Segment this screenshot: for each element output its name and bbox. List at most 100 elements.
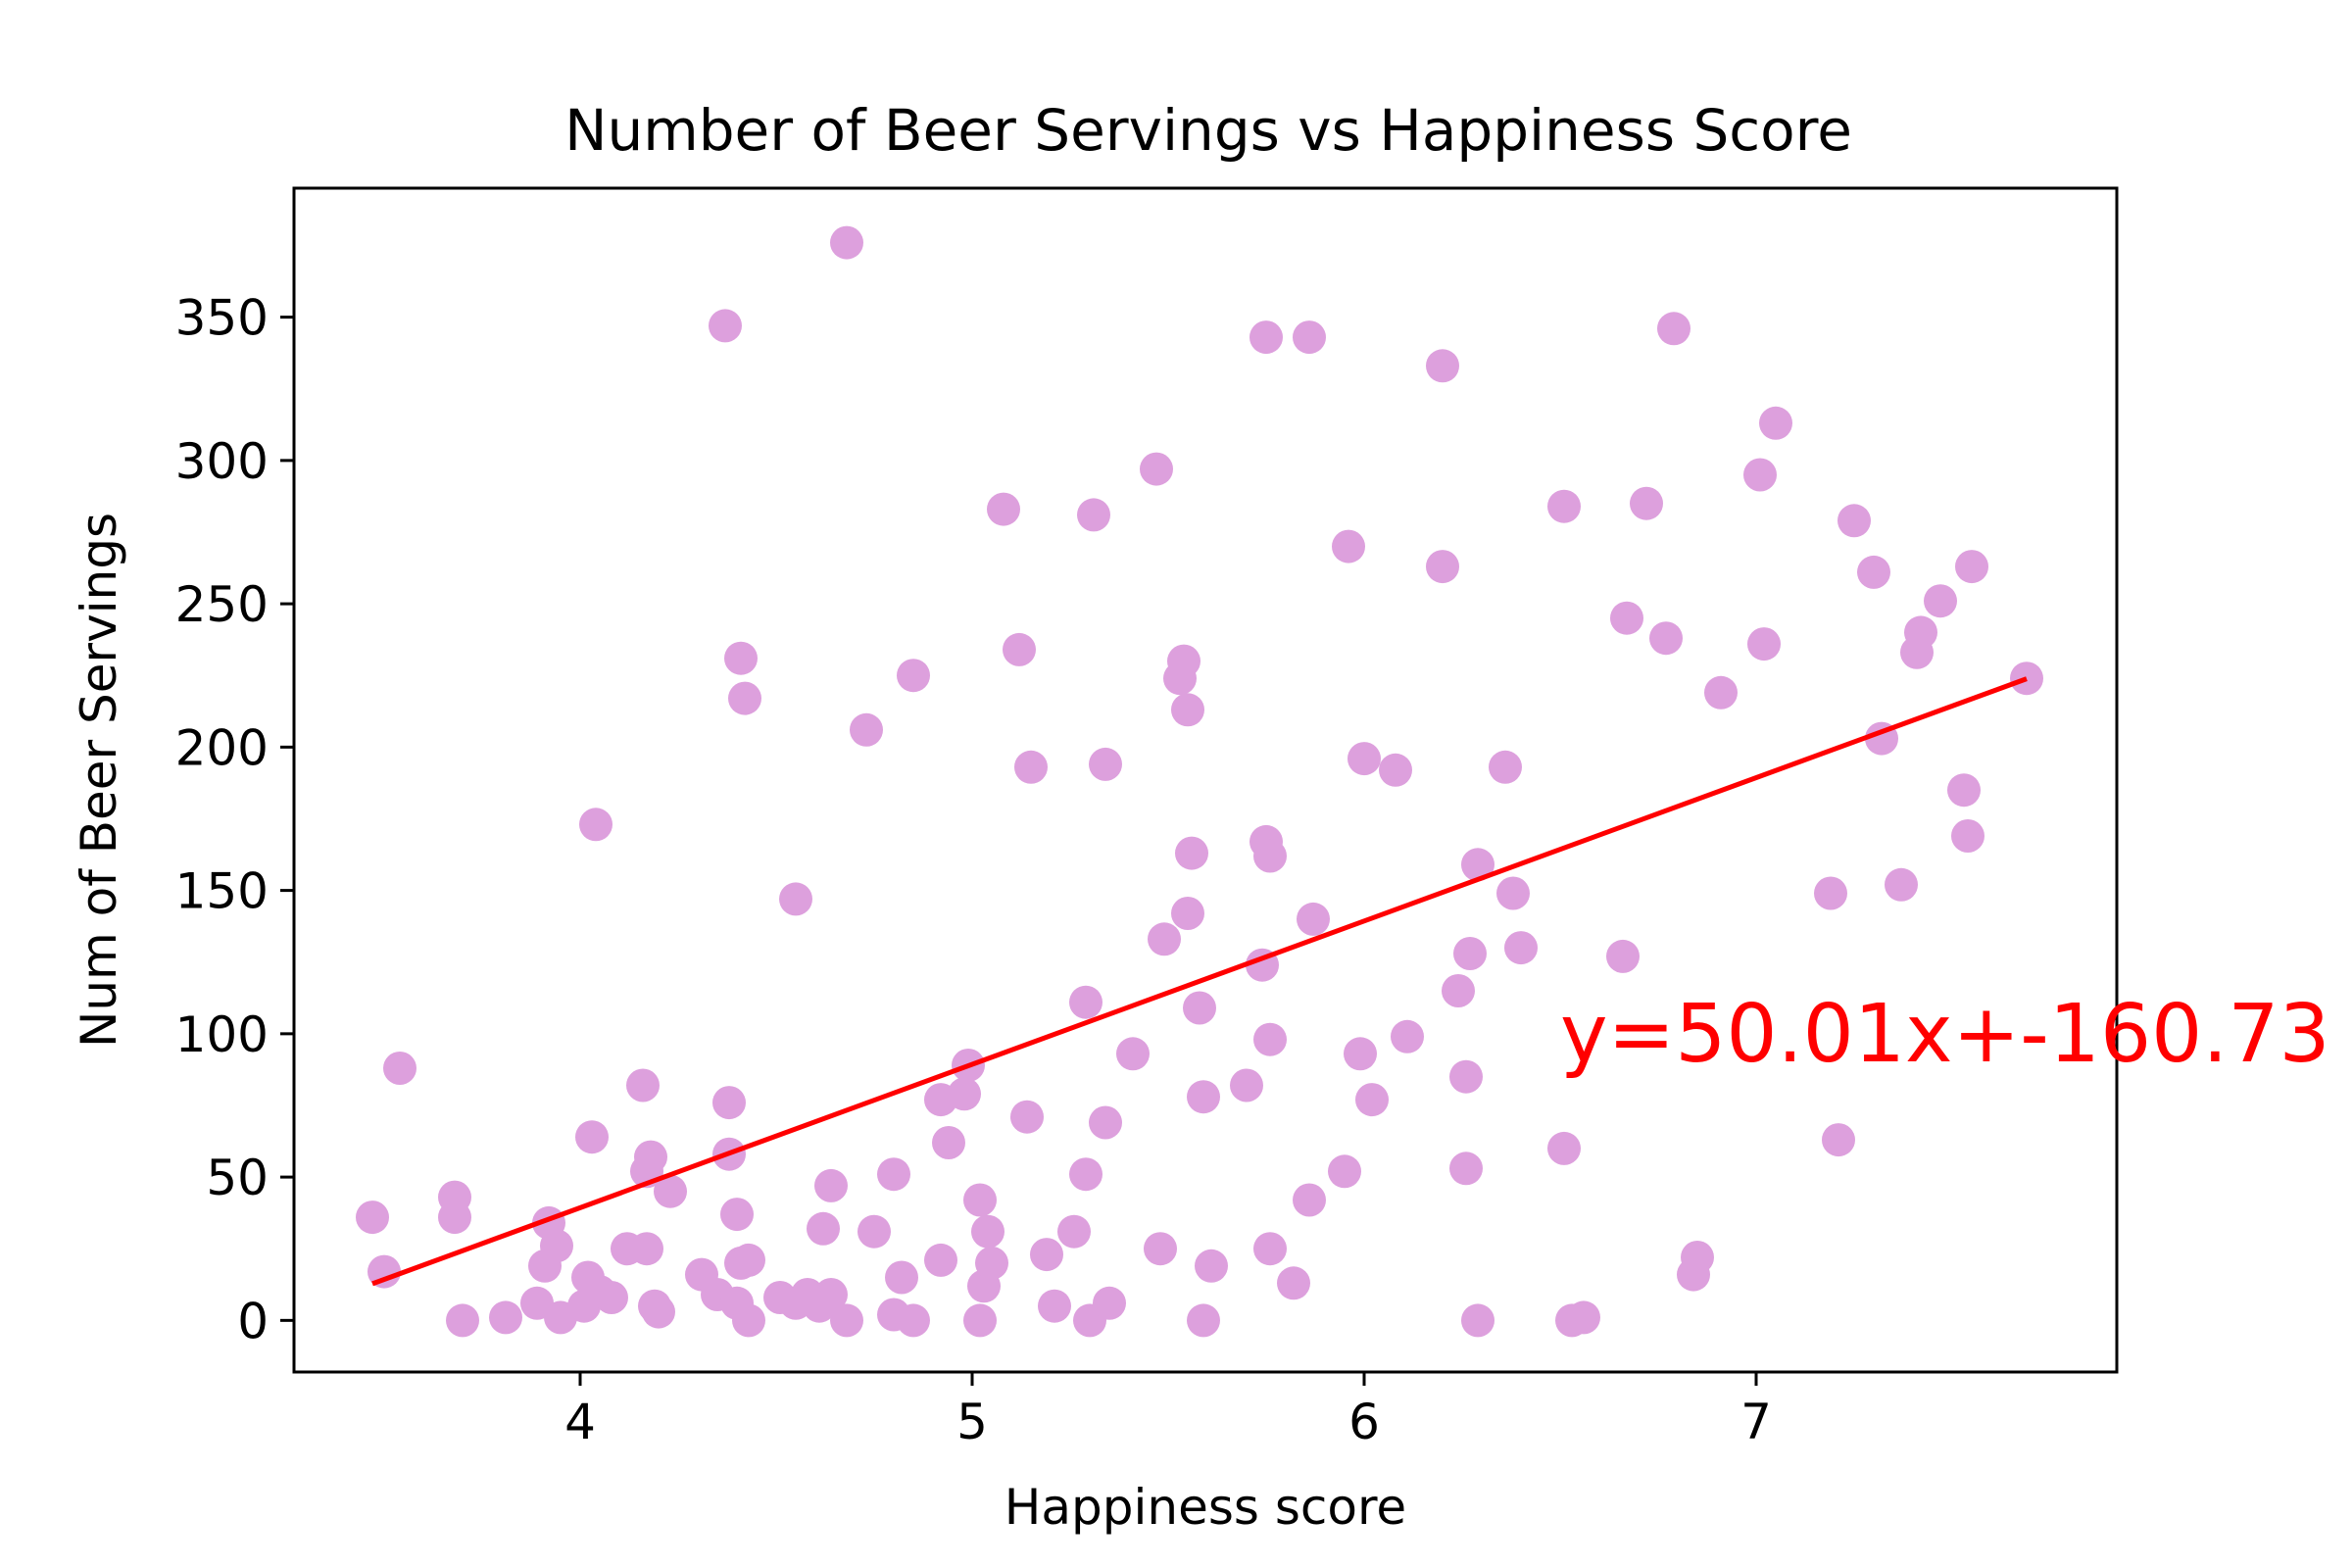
scatter-point xyxy=(1630,486,1663,520)
scatter-point xyxy=(1187,1080,1220,1114)
scatter-point xyxy=(1175,836,1208,870)
scatter-point xyxy=(963,1183,997,1217)
y-tick-label: 250 xyxy=(175,576,269,633)
scatter-point xyxy=(1038,1289,1071,1323)
x-tick-label: 5 xyxy=(956,1394,988,1450)
scatter-point xyxy=(1116,1037,1150,1071)
scatter-point xyxy=(1449,1152,1483,1186)
scatter-point xyxy=(885,1260,918,1295)
scatter-point xyxy=(1657,312,1690,346)
scatter-point xyxy=(948,1077,981,1111)
scatter-point xyxy=(1253,839,1287,873)
scatter-point xyxy=(712,1086,746,1120)
scatter-point xyxy=(1003,632,1036,666)
scatter-point xyxy=(1955,550,1988,584)
scatter-point xyxy=(1924,584,1957,618)
scatter-point xyxy=(1704,675,1738,710)
y-tick-label: 100 xyxy=(175,1006,269,1063)
scatter-point xyxy=(1250,320,1283,355)
scatter-point xyxy=(1547,489,1581,523)
regression-line xyxy=(371,676,2028,1287)
scatter-point xyxy=(1297,902,1330,936)
scatter-point xyxy=(1253,1022,1287,1056)
x-tick-label: 7 xyxy=(1740,1394,1772,1450)
scatter-point xyxy=(1453,937,1487,970)
scatter-point xyxy=(438,1200,471,1235)
scatter-point xyxy=(732,1243,765,1277)
scatter-point xyxy=(987,492,1020,526)
scatter-point xyxy=(1567,1300,1600,1335)
scatter-point xyxy=(1857,555,1890,589)
scatter-point xyxy=(897,1303,930,1338)
scatter-point xyxy=(383,1052,416,1085)
scatter-point xyxy=(1187,1303,1220,1338)
chart-title: Number of Beer Servings vs Happiness Sco… xyxy=(564,97,1852,164)
scatter-point xyxy=(1426,349,1459,383)
scatter-point xyxy=(709,309,742,343)
scatter-point xyxy=(1344,1037,1377,1071)
y-axis-ticks: 0 50 100 150 200 250 300 350 xyxy=(175,290,294,1349)
scatter-point xyxy=(1379,753,1412,787)
scatter-point xyxy=(1814,876,1847,910)
scatter-point xyxy=(1391,1019,1424,1054)
scatter-point xyxy=(1293,1183,1326,1217)
scatter-point xyxy=(1904,615,1937,650)
scatter-point xyxy=(654,1174,687,1208)
scatter-point xyxy=(924,1243,957,1277)
scatter-point xyxy=(814,1278,848,1311)
scatter-point xyxy=(446,1303,479,1338)
scatter-point xyxy=(1332,529,1365,564)
scatter-point xyxy=(1148,922,1181,956)
scatter-point xyxy=(897,659,930,693)
scatter-point xyxy=(1822,1123,1855,1157)
scatter-point xyxy=(1144,1232,1177,1266)
scatter-point xyxy=(858,1214,891,1249)
scatter-point xyxy=(642,1295,675,1329)
scatter-point xyxy=(720,1198,754,1232)
scatter-point xyxy=(1077,498,1110,532)
scatter-point xyxy=(1951,819,1984,853)
scatter-point xyxy=(1610,601,1643,635)
scatter-point xyxy=(634,1140,667,1174)
scatter-point xyxy=(1838,504,1871,538)
scatter-point xyxy=(1348,742,1381,776)
regression-line-group xyxy=(371,676,2028,1287)
scatter-point xyxy=(1328,1154,1361,1189)
scatter-point xyxy=(807,1211,840,1246)
y-axis-label: Num of Beer Servings xyxy=(71,513,127,1048)
x-axis-ticks: 4 5 6 7 xyxy=(564,1372,1772,1450)
scatter-point xyxy=(877,1157,910,1192)
scatter-point xyxy=(1885,867,1918,902)
scatter-point xyxy=(830,1303,863,1338)
scatter-point xyxy=(575,1120,609,1154)
scatter-point xyxy=(1461,848,1494,882)
scatter-point xyxy=(356,1200,389,1235)
scatter-point xyxy=(1167,644,1200,678)
y-tick-label: 150 xyxy=(175,863,269,920)
plot-frame xyxy=(292,186,2119,1374)
scatter-point xyxy=(1171,897,1204,930)
scatter-point xyxy=(595,1281,628,1314)
scatter-point xyxy=(1449,1059,1483,1094)
scatter-point xyxy=(1489,750,1522,784)
scatter-point xyxy=(579,808,612,842)
scatter-point xyxy=(1093,1286,1126,1320)
scatter-point xyxy=(1277,1266,1310,1300)
scatter-point xyxy=(1089,747,1122,781)
x-tick-label: 4 xyxy=(564,1394,596,1450)
scatter-point xyxy=(1171,693,1204,727)
scatter-point xyxy=(1030,1238,1063,1272)
scatter-point xyxy=(1010,1100,1044,1134)
scatter-point xyxy=(540,1229,573,1263)
scatter-point xyxy=(779,882,812,916)
scatter-point xyxy=(963,1303,997,1338)
scatter-point xyxy=(1649,621,1683,656)
regression-equation-annotation: y=50.01x+-160.73 xyxy=(1560,988,2330,1081)
scatter-point xyxy=(1253,1232,1287,1266)
scatter-point xyxy=(1293,320,1326,355)
scatter-point xyxy=(489,1300,522,1335)
scatter-point xyxy=(1759,406,1792,440)
scatter-point xyxy=(1947,773,1981,808)
